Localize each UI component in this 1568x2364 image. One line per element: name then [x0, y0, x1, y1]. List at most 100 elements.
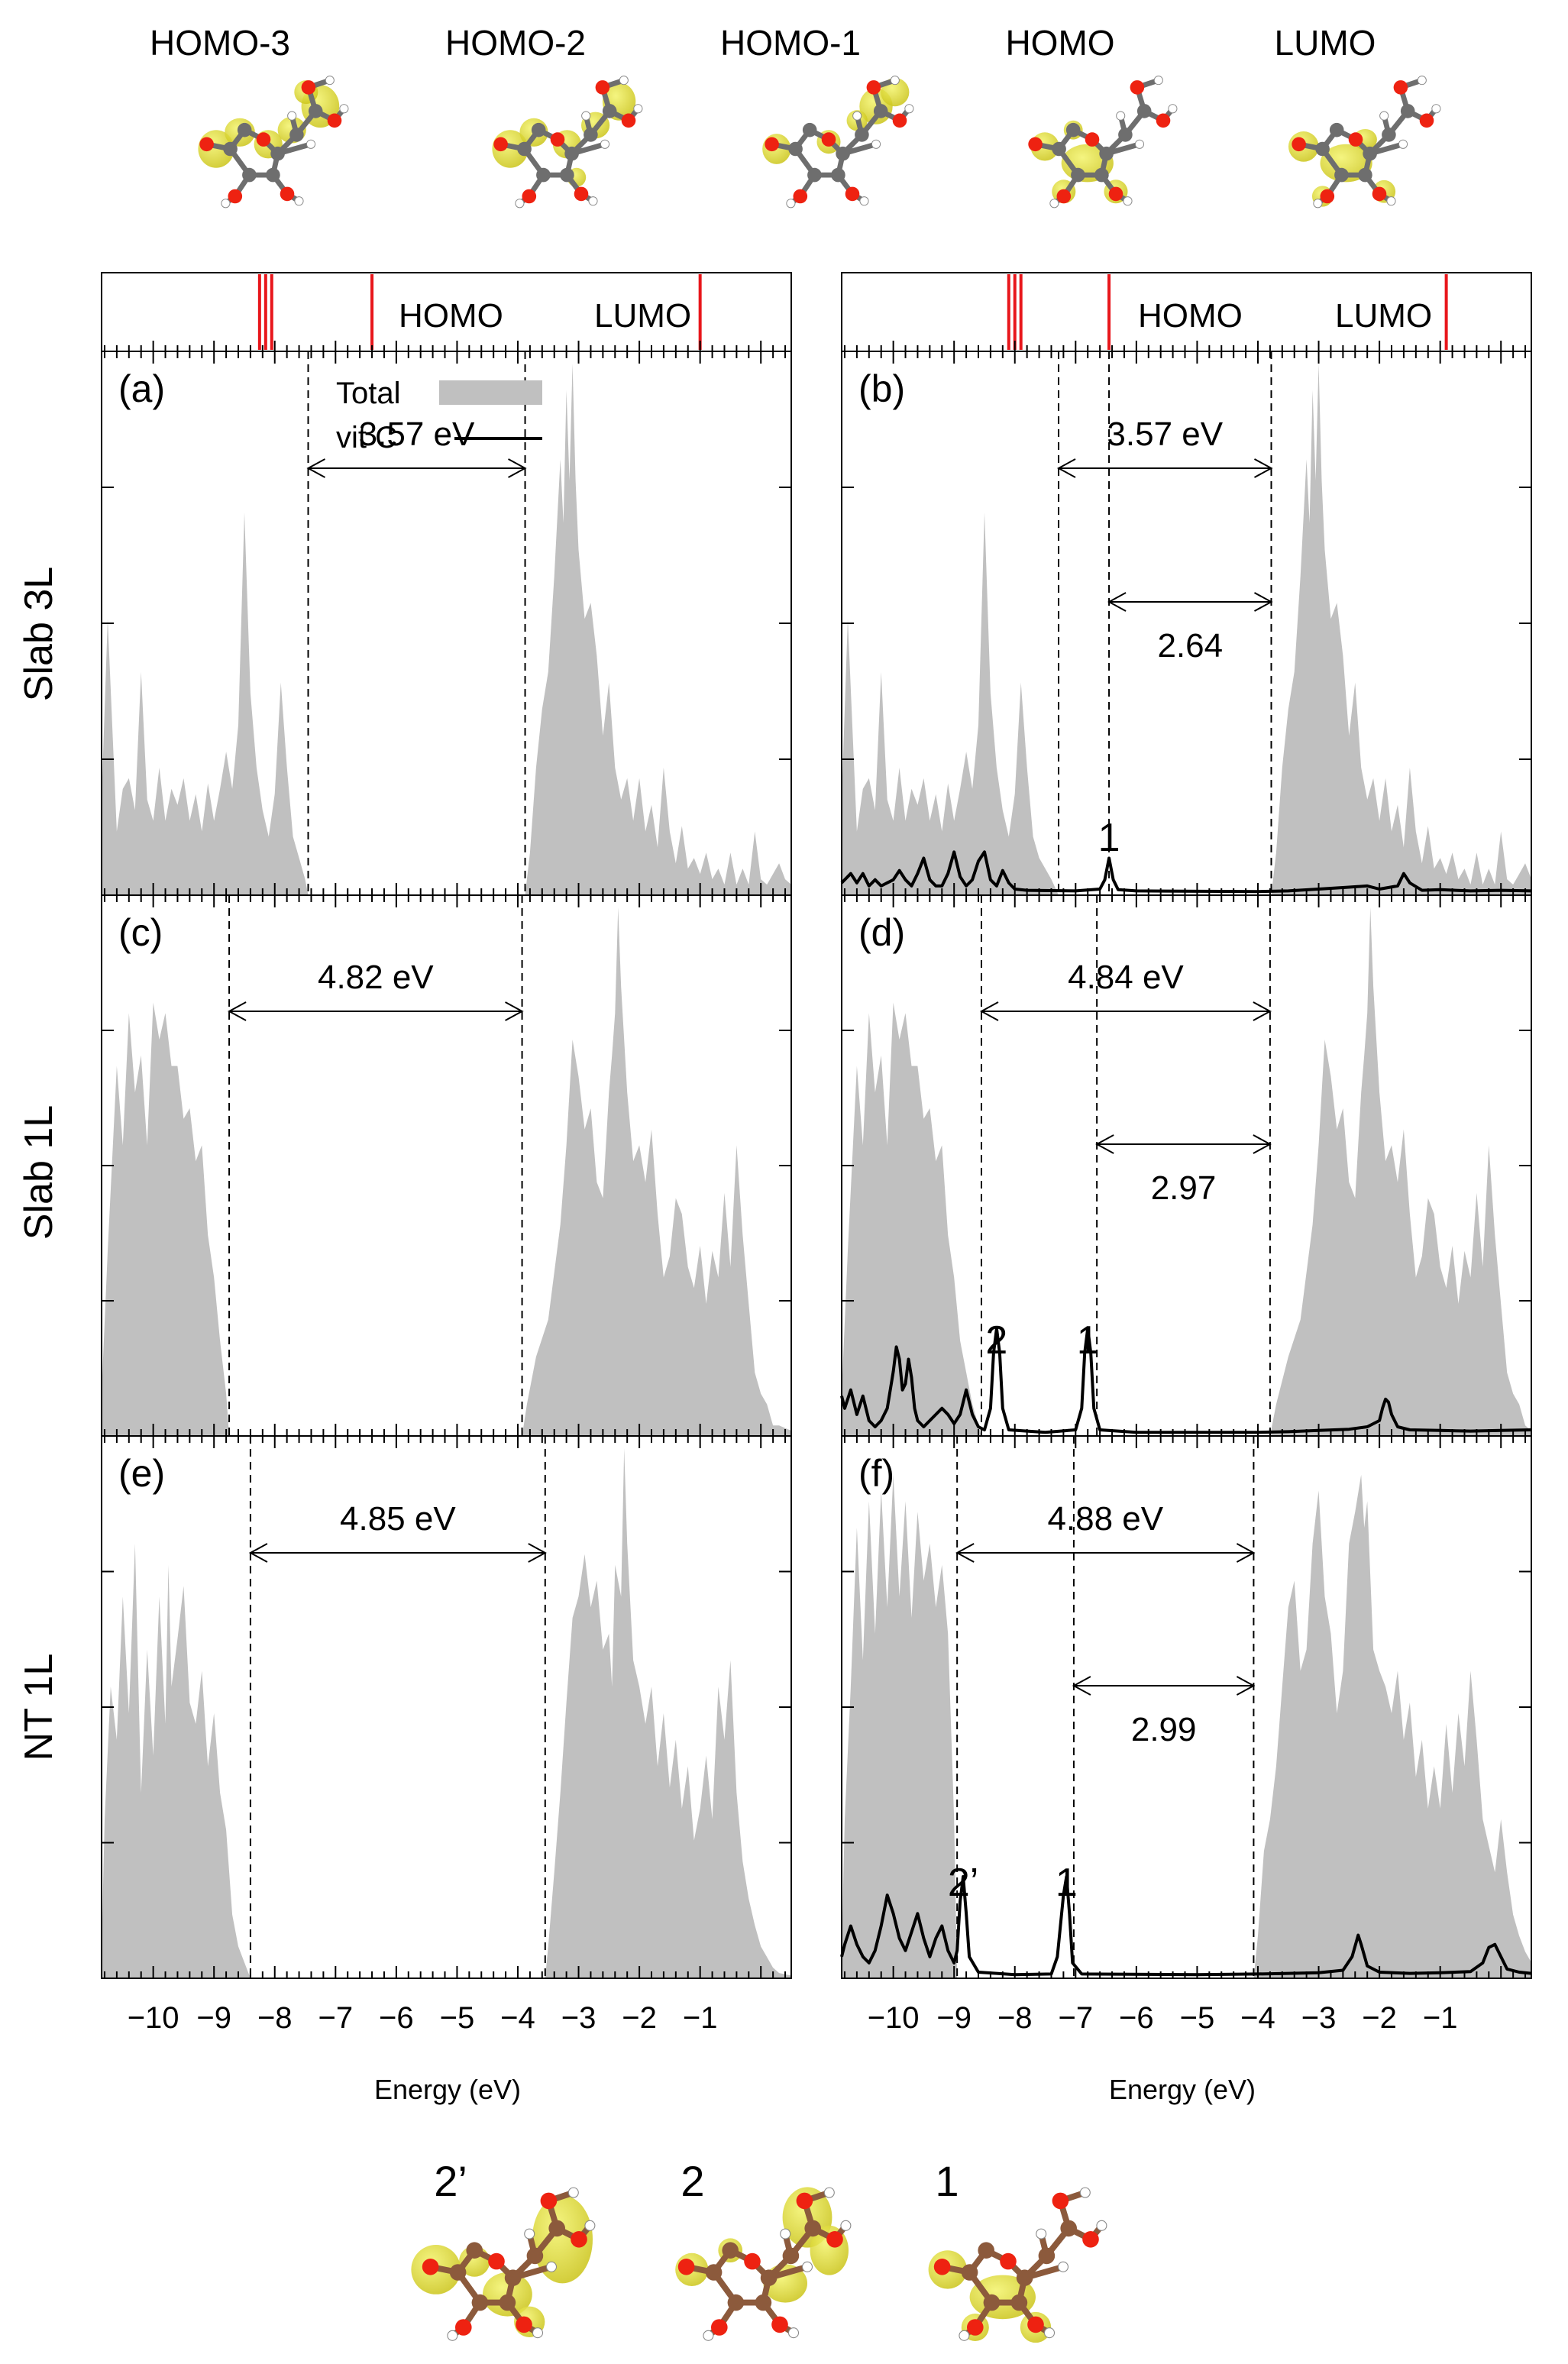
atom: [1116, 111, 1126, 121]
x-tick-label: −9: [196, 2001, 231, 2035]
atom: [782, 2247, 800, 2265]
atom: [516, 2316, 532, 2333]
legend-vitc-label: vit C: [336, 421, 397, 454]
atom: [619, 76, 629, 86]
atom: [223, 141, 238, 157]
level-strip-right: HOMO LUMO: [841, 272, 1532, 352]
panel-f: 4.88 eV 2.99 2’ 1 (f): [840, 1435, 1532, 1979]
atom: [1079, 2187, 1091, 2198]
panel-ticks: [842, 351, 1531, 895]
atom: [339, 104, 349, 114]
total-dos-area: [102, 364, 791, 895]
panel-ticks: [842, 1436, 1531, 1978]
atom: [787, 2327, 800, 2339]
orbital-label-homo: HOMO: [1005, 23, 1114, 63]
orbital-peak-2: 2: [675, 2157, 852, 2341]
atom: [1108, 186, 1123, 202]
atom: [1393, 80, 1408, 95]
atom: [703, 2330, 714, 2341]
x-tick-label: −10: [128, 2001, 179, 2035]
atom: [526, 2247, 544, 2265]
atom: [840, 2220, 852, 2231]
panel-label: (a): [118, 367, 165, 410]
atom: [1118, 128, 1133, 142]
atom: [301, 80, 316, 95]
atom: [859, 196, 869, 206]
atom: [1419, 113, 1434, 128]
band-gap-arrow-label: 3.57 eV: [359, 416, 475, 453]
orbital-label-homo-1: HOMO-1: [720, 23, 861, 63]
atom: [744, 2252, 761, 2270]
peak-label: 2’: [948, 1861, 978, 1905]
atom: [802, 122, 817, 137]
band-gap-arrow-label: 4.82 eV: [318, 959, 434, 996]
atom: [959, 2330, 970, 2341]
atom: [287, 111, 297, 121]
atom: [1000, 2252, 1017, 2270]
atom: [567, 2187, 579, 2198]
atom: [1379, 111, 1389, 121]
atom: [1386, 196, 1396, 206]
panel-a: 3.57 eV (a): [101, 351, 792, 896]
atom: [1136, 104, 1152, 118]
atom: [1398, 139, 1408, 149]
peak-label: 1: [1077, 1318, 1099, 1363]
atom: [504, 2269, 522, 2286]
atom: [978, 2242, 994, 2259]
atom: [532, 2327, 544, 2339]
x-tick-label: −6: [379, 2001, 414, 2035]
atom: [289, 128, 304, 142]
sub-gap-arrow-label: 2.99: [1131, 1711, 1197, 1748]
atom: [804, 2220, 821, 2237]
atom: [308, 104, 323, 118]
band-gap-arrow: 4.85 eV: [248, 1500, 547, 1563]
legend-total-swatch: [439, 380, 542, 405]
band-gap-arrow-label: 3.57 eV: [1107, 416, 1223, 453]
atom: [471, 2294, 489, 2311]
atom: [1085, 132, 1100, 147]
atom: [466, 2242, 483, 2259]
band-gap-arrow: 4.82 eV: [227, 959, 524, 1021]
atom: [796, 2192, 813, 2210]
orbital-peak-1: 1: [928, 2157, 1107, 2343]
atom: [515, 199, 525, 209]
atom: [711, 2319, 728, 2336]
atom: [961, 2264, 978, 2281]
level-lines: [1007, 274, 1448, 350]
sub-gap-arrow: 2.64: [1107, 592, 1273, 665]
atom: [1057, 2261, 1069, 2272]
band-gap-arrow-label: 4.88 eV: [1047, 1500, 1163, 1538]
x-tick-label: −3: [1301, 2001, 1337, 2035]
orbital-label-2prime: 2’: [434, 2157, 467, 2205]
atom: [493, 137, 508, 152]
peak-label: 1: [1056, 1861, 1078, 1905]
total-dos-area: [842, 364, 1531, 895]
atom: [588, 196, 598, 206]
x-tick-label: −10: [868, 2001, 920, 2035]
x-tick-label: −1: [1423, 2001, 1458, 2035]
atom: [823, 2187, 835, 2198]
atom: [1028, 137, 1043, 152]
vitc-dos-line: [840, 1874, 1532, 1977]
atom: [228, 189, 243, 204]
atom: [584, 128, 598, 142]
total-dos-area: [842, 1474, 1531, 1978]
atom: [705, 2264, 723, 2281]
orbital-label-homo-2: HOMO-2: [445, 23, 586, 63]
orbital-lumo: LUMO: [1275, 23, 1441, 209]
panel-d: 4.84 eV 2.97 2 1 (d): [840, 894, 1532, 1437]
atom: [933, 2259, 951, 2275]
x-tick-label: −2: [1362, 2001, 1397, 2035]
atom: [560, 167, 574, 183]
atom: [807, 167, 822, 183]
total-dos-area: [102, 907, 791, 1436]
orbital-homo-1: HOMO-1: [720, 23, 914, 209]
bottom-orbitals: 2’ 2 1: [411, 2157, 1107, 2343]
vitc-dos-line: [840, 850, 1532, 894]
atom: [1372, 186, 1387, 202]
atom: [967, 2319, 984, 2336]
row-label-slab-3l: Slab 3L: [17, 567, 61, 701]
atom: [1016, 2269, 1033, 2286]
orbital-homo-3: HOMO-3: [150, 23, 349, 209]
total-dos-area: [842, 907, 1531, 1436]
